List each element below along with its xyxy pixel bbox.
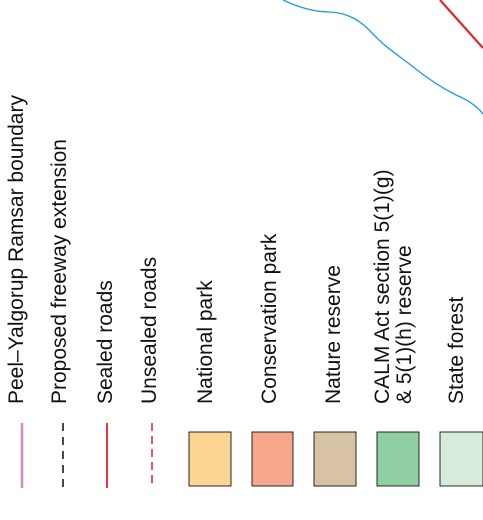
calm-act-reserve-symbol xyxy=(376,431,420,487)
national-park-symbol xyxy=(188,431,232,487)
river-line xyxy=(282,0,483,115)
calm-act-reserve-label: CALM Act section 5(1)(g) & 5(1)(h) reser… xyxy=(371,169,416,404)
calm-act-reserve-label-line2: & 5(1)(h) reserve xyxy=(393,245,416,404)
conservation-park-symbol xyxy=(251,431,294,487)
nature-reserve-symbol xyxy=(313,431,357,487)
calm-act-reserve-label-line1: CALM Act section 5(1)(g) xyxy=(371,169,394,404)
sealed-road-line xyxy=(439,0,483,49)
state-forest-label: State forest xyxy=(445,296,468,404)
national-park-label: National park xyxy=(194,280,217,404)
nature-reserve-label: Nature reserve xyxy=(322,265,345,404)
state-forest-symbol xyxy=(439,431,483,487)
proposed-freeway-label: Proposed freeway extension xyxy=(48,139,71,404)
sealed-roads-label: Sealed roads xyxy=(94,280,117,404)
ramsar-boundary-label: Peel–Yalgorup Ramsar boundary xyxy=(5,95,28,404)
conservation-park-label: Conservation park xyxy=(258,233,281,404)
unsealed-roads-label: Unsealed roads xyxy=(138,256,161,404)
